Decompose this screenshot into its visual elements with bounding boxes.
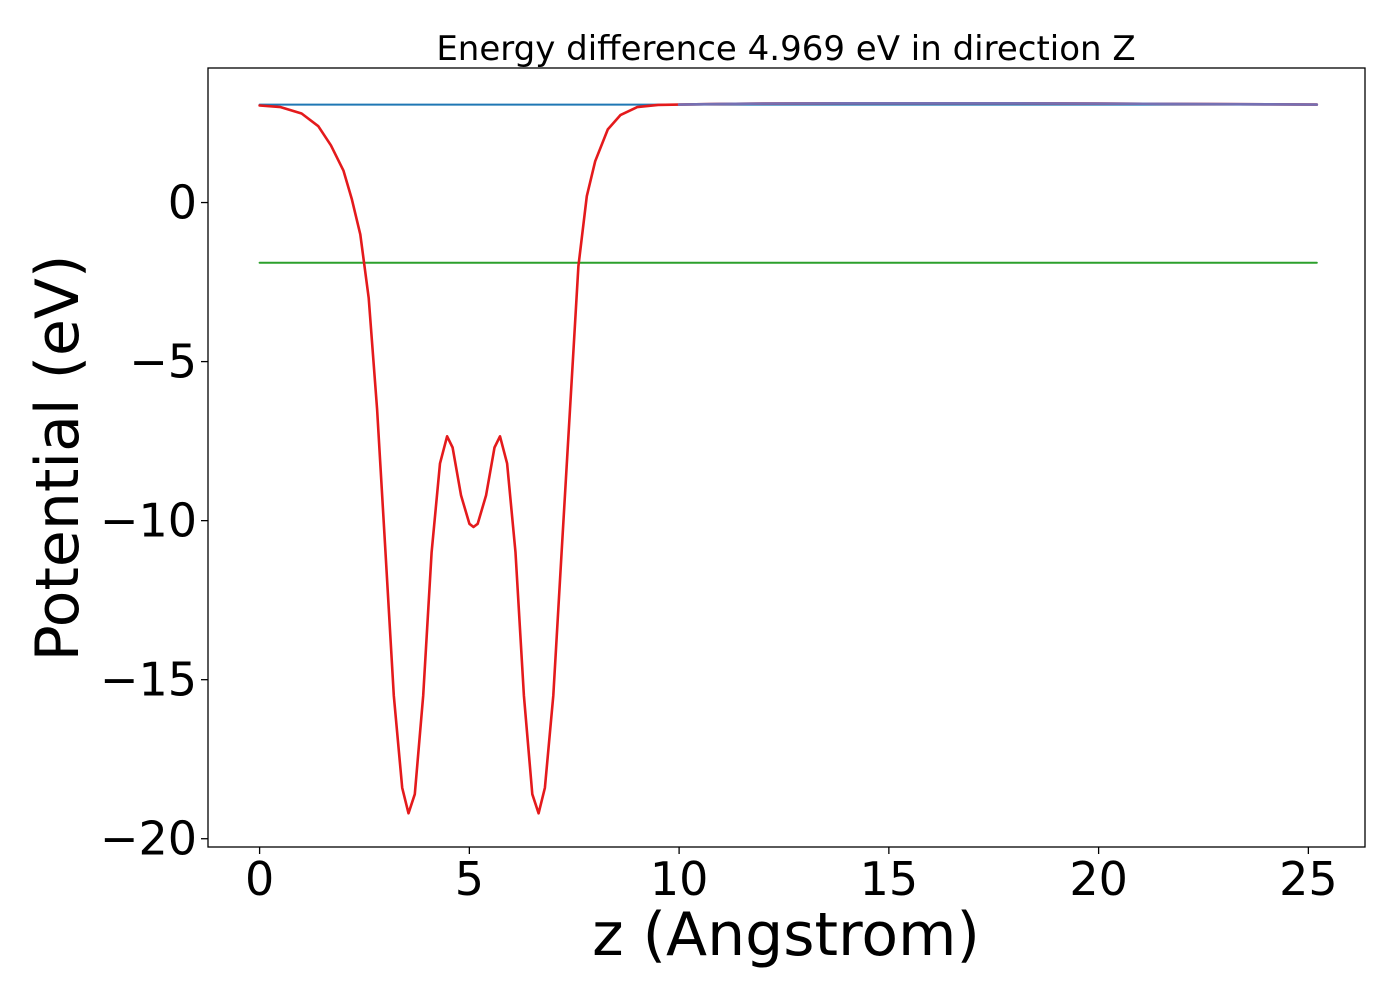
series-layer: [258, 102, 1319, 815]
x-axis: 0 5 10 15 20 25: [245, 847, 1338, 906]
x-tick-label: 15: [860, 852, 919, 906]
x-tick-label: 25: [1279, 852, 1338, 906]
y-tick-label: −15: [100, 653, 197, 707]
y-axis-label: Potential (eV): [23, 255, 93, 662]
x-tick-label: 20: [1069, 852, 1128, 906]
x-tick-label: 10: [650, 852, 709, 906]
x-axis-label: z (Angstrom): [592, 900, 980, 970]
series-line-4: [677, 102, 1319, 106]
y-tick-label: 0: [168, 176, 197, 230]
plot-frame: [207, 67, 1366, 848]
y-tick-label: −5: [129, 335, 197, 389]
x-tick-label: 5: [455, 852, 484, 906]
y-axis: 0 −5 −10 −15 −20: [100, 176, 208, 866]
x-tick-label: 0: [245, 852, 274, 906]
chart-title: Energy difference 4.969 eV in direction …: [436, 29, 1135, 69]
y-tick-label: −20: [100, 812, 197, 866]
y-tick-label: −10: [100, 494, 197, 548]
